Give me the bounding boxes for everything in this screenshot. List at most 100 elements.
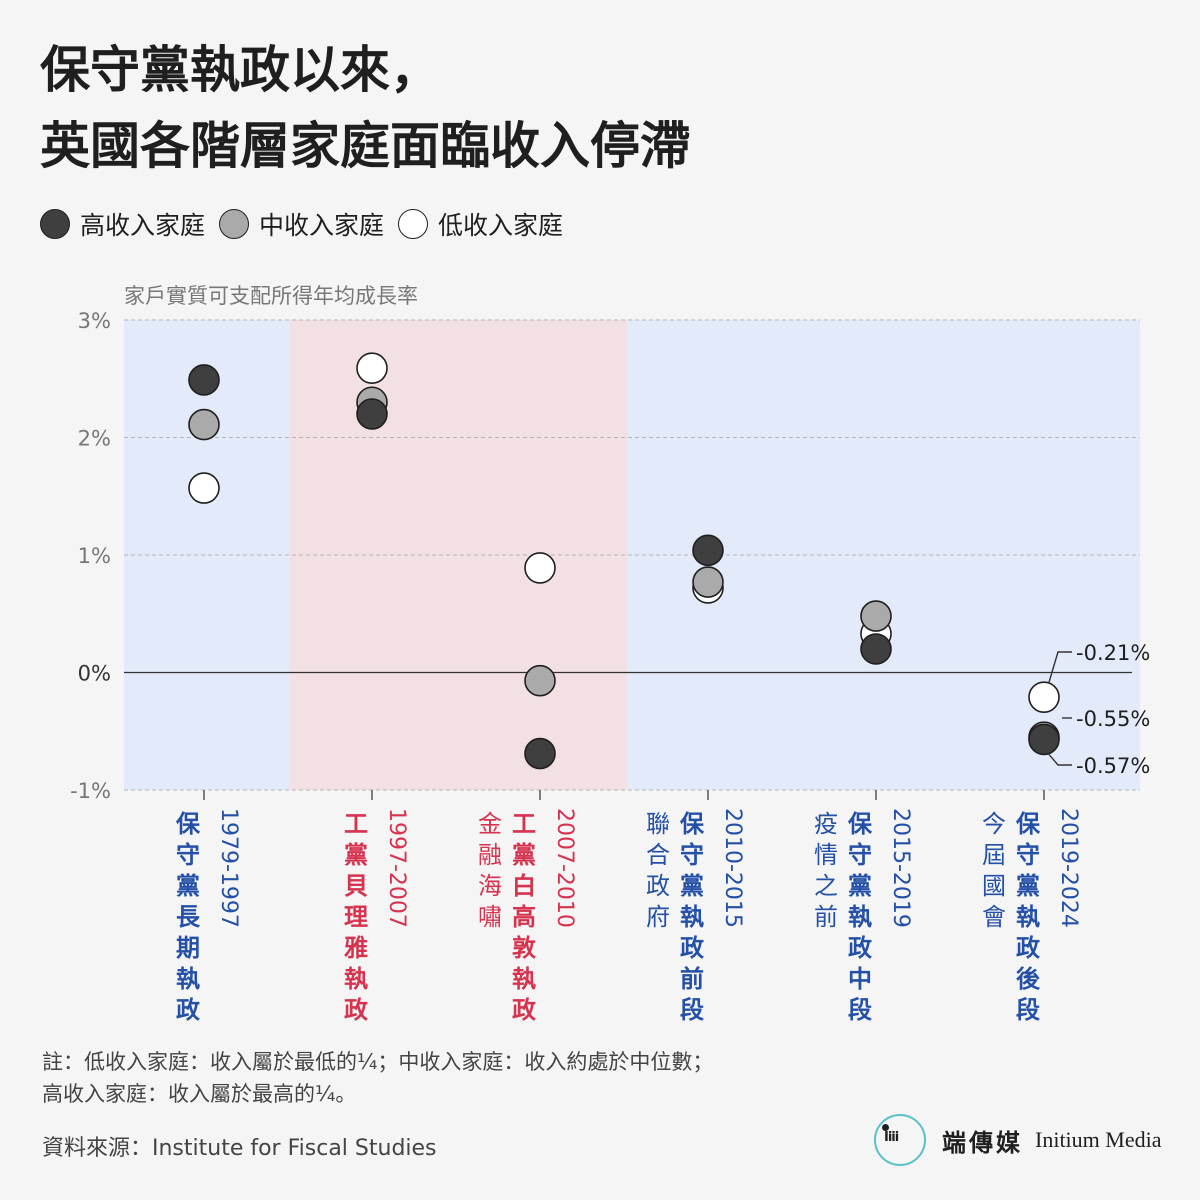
svg-text:後: 後 bbox=[1016, 965, 1041, 993]
svg-text:融: 融 bbox=[478, 841, 502, 869]
data-point-mid bbox=[524, 664, 556, 697]
svg-text:黨: 黨 bbox=[176, 872, 200, 900]
svg-text:政: 政 bbox=[848, 934, 872, 962]
svg-text:黨: 黨 bbox=[1016, 872, 1040, 900]
svg-text:金: 金 bbox=[478, 810, 502, 838]
data-point-high bbox=[692, 534, 724, 567]
svg-text:執: 執 bbox=[512, 965, 536, 993]
x-tick-years: 2007-2010 bbox=[552, 808, 577, 928]
legend-swatch-high bbox=[40, 209, 70, 239]
svg-text:政: 政 bbox=[680, 934, 704, 962]
svg-text:貝: 貝 bbox=[344, 872, 368, 900]
svg-text:情: 情 bbox=[814, 841, 838, 869]
data-point-mid bbox=[860, 600, 892, 632]
annotation-label: -0.21% bbox=[1076, 641, 1150, 665]
svg-text:黨: 黨 bbox=[680, 872, 704, 900]
legend: 高收入家庭 中收入家庭 低收入家庭 bbox=[40, 204, 577, 244]
x-tick-years: 2015-2019 bbox=[888, 808, 913, 928]
svg-text:中: 中 bbox=[848, 965, 872, 993]
brand-name-en: Initium Media bbox=[1035, 1127, 1162, 1152]
svg-text:段: 段 bbox=[848, 996, 872, 1024]
svg-text:海: 海 bbox=[478, 872, 502, 900]
svg-text:保: 保 bbox=[847, 810, 873, 838]
band-conservative-1979 bbox=[124, 320, 290, 790]
svg-text:政: 政 bbox=[512, 996, 536, 1024]
svg-text:前: 前 bbox=[680, 965, 704, 993]
chart-title: 保守黨執政以來， 英國各階層家庭面臨收入停滯 bbox=[40, 32, 690, 184]
y-tick-label: 1% bbox=[78, 544, 111, 568]
svg-text:執: 執 bbox=[344, 965, 368, 993]
y-axis-label: 家戶實質可支配所得年均成長率 bbox=[124, 284, 418, 308]
svg-text:高: 高 bbox=[512, 903, 536, 931]
x-tick-years: 1979-1997 bbox=[216, 808, 241, 928]
svg-text:段: 段 bbox=[1016, 996, 1040, 1024]
note-line-1: 註：低收入家庭：收入屬於最低的¼；中收入家庭：收入約處於中位數； bbox=[42, 1050, 714, 1074]
svg-text:政: 政 bbox=[646, 872, 670, 900]
annotation-label: -0.55% bbox=[1076, 707, 1150, 731]
svg-text:長: 長 bbox=[176, 903, 201, 931]
data-point-high bbox=[524, 737, 556, 770]
brand-name-cn: 端傳媒 bbox=[942, 1127, 1023, 1157]
brand-logo-block: Iiii 端傳媒 Initium Media bbox=[874, 1112, 1161, 1168]
y-tick-label: 3% bbox=[78, 309, 111, 333]
legend-label-mid: 中收入家庭 bbox=[259, 211, 385, 240]
svg-text:執: 執 bbox=[1016, 903, 1040, 931]
svg-text:會: 會 bbox=[982, 903, 1006, 931]
annotation-leader bbox=[1048, 651, 1072, 683]
svg-text:理: 理 bbox=[344, 903, 368, 931]
svg-text:白: 白 bbox=[512, 872, 536, 900]
legend-swatch-mid bbox=[219, 209, 250, 239]
data-point-low bbox=[188, 472, 220, 504]
chart-notes: 註：低收入家庭：收入屬於最低的¼；中收入家庭：收入約處於中位數； 高收入家庭：收… bbox=[42, 1046, 713, 1110]
svg-text:段: 段 bbox=[680, 996, 704, 1024]
svg-text:疫: 疫 bbox=[814, 810, 838, 838]
svg-text:政: 政 bbox=[1016, 934, 1040, 962]
x-tick-years: 2010-2015 bbox=[720, 808, 745, 928]
svg-text:執: 執 bbox=[680, 903, 704, 931]
legend-label-high: 高收入家庭 bbox=[80, 211, 206, 240]
data-point-low bbox=[356, 352, 388, 384]
data-point-mid bbox=[188, 408, 220, 441]
svg-text:保: 保 bbox=[679, 810, 705, 838]
note-line-2: 高收入家庭：收入屬於最高的¼。 bbox=[42, 1082, 357, 1106]
source-credit: 資料來源：Institute for Fiscal Studies bbox=[42, 1136, 437, 1161]
annotation-leader bbox=[1048, 754, 1072, 766]
svg-text:聯: 聯 bbox=[646, 810, 670, 838]
svg-text:嘯: 嘯 bbox=[478, 903, 502, 931]
svg-text:府: 府 bbox=[646, 903, 670, 931]
svg-text:保: 保 bbox=[175, 810, 201, 838]
y-tick-label: -1% bbox=[70, 779, 111, 803]
x-tick-years: 1997-2007 bbox=[384, 808, 409, 928]
svg-text:黨: 黨 bbox=[848, 872, 872, 900]
data-point-low bbox=[524, 552, 556, 584]
svg-text:政: 政 bbox=[344, 996, 368, 1024]
title-line-2: 英國各階層家庭面臨收入停滯 bbox=[40, 117, 690, 175]
data-point-high bbox=[356, 398, 388, 430]
svg-text:黨: 黨 bbox=[344, 841, 368, 869]
svg-text:執: 執 bbox=[176, 965, 200, 993]
svg-text:執: 執 bbox=[848, 903, 872, 931]
svg-text:今: 今 bbox=[982, 810, 1006, 838]
svg-text:合: 合 bbox=[646, 841, 670, 869]
svg-text:前: 前 bbox=[814, 903, 838, 931]
data-point-low bbox=[1028, 681, 1060, 713]
svg-text:守: 守 bbox=[176, 841, 200, 869]
svg-text:之: 之 bbox=[814, 872, 838, 900]
svg-text:屆: 屆 bbox=[982, 841, 1006, 869]
svg-text:工: 工 bbox=[512, 810, 536, 838]
svg-text:守: 守 bbox=[848, 841, 872, 869]
svg-text:工: 工 bbox=[344, 810, 368, 838]
data-point-mid bbox=[692, 566, 724, 598]
annotation-label: -0.57% bbox=[1076, 754, 1150, 778]
chart-plot: 3% 2% 1% 0% -1% 家戶實質可支配所得年均成長率 -0.21% -0.55% -0.… bbox=[70, 284, 1150, 1024]
title-line-1: 保守黨執政以來， bbox=[40, 41, 440, 99]
legend-item-mid: 中收入家庭 bbox=[219, 206, 384, 242]
band-labour bbox=[290, 320, 627, 790]
